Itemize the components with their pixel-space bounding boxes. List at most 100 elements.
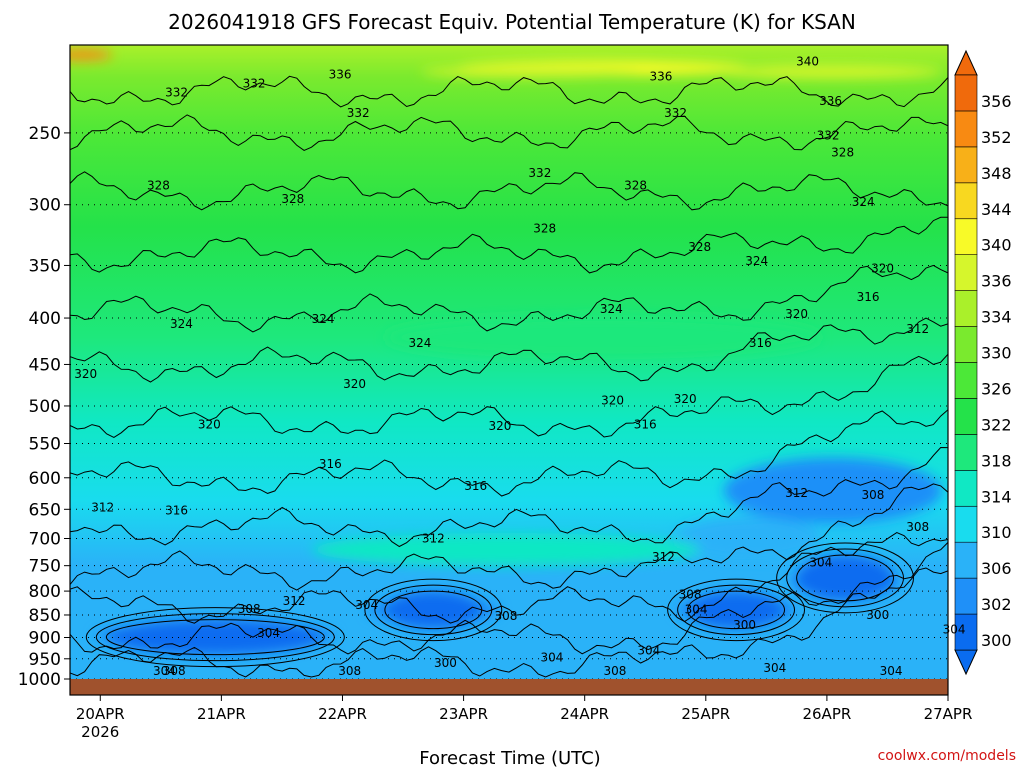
colorbar-swatch [954, 290, 978, 327]
contour-label: 308 [604, 664, 627, 678]
contour-label: 316 [634, 418, 657, 432]
contour-label: 316 [857, 290, 880, 304]
theta-e-field [70, 45, 948, 695]
colorbar-label: 322 [981, 415, 1012, 434]
contour-lines [70, 75, 948, 678]
contour-label: 316 [464, 479, 487, 493]
colorbar-label: 318 [981, 451, 1012, 470]
contour-label: 304 [541, 651, 564, 665]
contour-label: 340 [796, 54, 819, 68]
contour-label: 332 [528, 166, 551, 180]
x-year-label: 2026 [81, 723, 119, 741]
ground [70, 679, 948, 695]
contour-line [796, 554, 895, 602]
y-tick-label: 950 [29, 650, 61, 670]
colorbar-swatch [954, 434, 978, 471]
colorbar-label: 310 [981, 523, 1012, 542]
contour-label: 304 [809, 555, 832, 569]
colorbar-swatch [954, 326, 978, 363]
contour-label: 320 [198, 418, 221, 432]
contour-label: 328 [281, 192, 304, 206]
contour-labels: 332 332 336 332 332 336 332 340 336 332 328 328 328 3… [74, 54, 965, 678]
colorbar-label: 302 [981, 595, 1012, 614]
colorbar-swatch [954, 218, 978, 255]
field-blob [70, 49, 113, 61]
y-tick-label: 550 [29, 434, 61, 454]
field-blob [312, 533, 700, 567]
contour-label: 312 [785, 486, 808, 500]
contour-line [70, 216, 948, 274]
colorbar-swatch [954, 505, 978, 543]
colorbar-min-arrow [954, 649, 978, 676]
contour-line [667, 578, 806, 642]
colorbar-swatch [954, 74, 978, 112]
y-tick-label: 800 [29, 582, 61, 602]
contour-label: 324 [745, 254, 768, 268]
contour-label: 324 [170, 317, 193, 331]
contour-label: 304 [637, 644, 660, 658]
contour-label: 328 [688, 240, 711, 254]
contour-label: 328 [831, 145, 854, 159]
y-tick-label: 900 [29, 628, 61, 648]
contour-label: 308 [338, 664, 361, 678]
contour-label: 308 [163, 664, 186, 678]
contour-label: 308 [238, 602, 261, 616]
x-tick-label: 21APR [197, 705, 246, 723]
contour-line [364, 578, 503, 642]
contour-label: 332 [243, 77, 266, 91]
contour-line [70, 171, 948, 211]
colorbar-swatch [954, 470, 978, 507]
x-axis-label: Forecast Time (UTC) [419, 748, 600, 768]
contour-line [786, 548, 905, 608]
contour-line [70, 353, 948, 438]
cold-pool [384, 591, 482, 629]
credit-link[interactable]: coolwx.com/models [878, 748, 1016, 764]
colorbar-swatch [954, 182, 978, 220]
contour-label: 308 [495, 609, 518, 623]
y-tick-label: 700 [29, 529, 61, 549]
y-tick-label: 350 [29, 256, 61, 276]
contour-label: 332 [165, 85, 188, 99]
cold-pool [687, 591, 785, 629]
x-tick-label: 23APR [439, 705, 488, 723]
colorbar: 300 302 306 310 314 318 322 326 330 334 336 340 344 3… [954, 49, 1012, 676]
y-tick-label: 250 [29, 124, 61, 144]
contour-line [70, 446, 948, 548]
contour-line [70, 75, 948, 108]
contour-label: 300 [434, 656, 457, 670]
contour-label: 312 [283, 594, 306, 608]
contour-label: 328 [147, 179, 170, 193]
y-tick-label: 600 [29, 469, 61, 489]
colorbar-label: 352 [981, 128, 1012, 147]
contour-label: 324 [600, 302, 623, 316]
contour-label: 336 [329, 67, 352, 81]
contour-label: 304 [685, 602, 708, 616]
contour-label: 316 [319, 457, 342, 471]
contour-line [70, 532, 948, 624]
chart-title: 2026041918 GFS Forecast Equiv. Potential… [168, 10, 856, 34]
field-blob [384, 315, 821, 360]
contour-label: 304 [943, 623, 966, 637]
colorbar-label: 330 [981, 344, 1012, 363]
colorbar-label: 314 [981, 487, 1012, 506]
contour-label: 324 [312, 312, 335, 326]
colorbar-label: 344 [981, 200, 1012, 219]
contour-label: 308 [906, 520, 929, 534]
contour-label: 304 [153, 664, 176, 678]
contour-label: 324 [852, 195, 875, 209]
x-tick-label: 20APR [76, 705, 125, 723]
y-tick-label: 450 [29, 355, 61, 375]
cold-pool [796, 555, 894, 601]
contour-label: 320 [601, 394, 624, 408]
x-tick-label: 22APR [318, 705, 367, 723]
contour-label: 308 [679, 588, 702, 602]
field-blob [421, 66, 640, 78]
plot-area [70, 45, 948, 695]
contour-line [70, 264, 948, 333]
contour-label: 320 [674, 392, 697, 406]
contour-line [70, 114, 948, 151]
x-tick-label: 24APR [560, 705, 609, 723]
colorbar-swatch [954, 362, 978, 399]
contour-line [70, 409, 948, 497]
contour-label: 316 [165, 503, 188, 517]
